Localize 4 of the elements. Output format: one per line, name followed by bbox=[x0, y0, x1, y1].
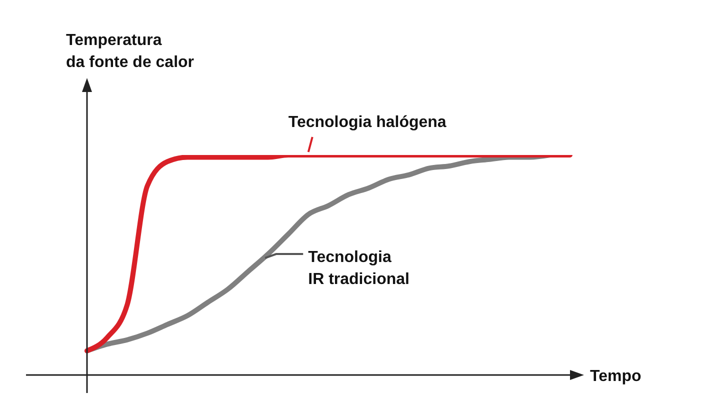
series-label: Tecnologia IR tradicional bbox=[308, 249, 410, 288]
x-axis-title: Tempo bbox=[590, 368, 642, 385]
series-label: Tecnologia halógena bbox=[288, 114, 446, 131]
text: Temperatura da fonte de calor bbox=[66, 32, 194, 71]
